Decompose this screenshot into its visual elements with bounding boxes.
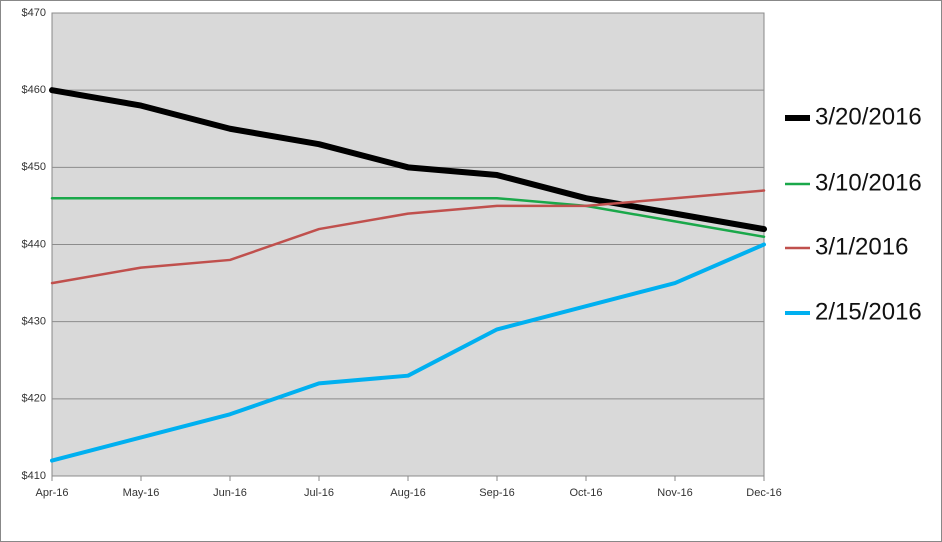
x-tick-label: Aug-16	[390, 487, 425, 499]
y-tick-label: $450	[22, 161, 46, 173]
x-tick-label: May-16	[123, 487, 160, 499]
y-tick-label: $430	[22, 316, 46, 328]
legend-label: 3/1/2016	[815, 233, 908, 260]
x-tick-label: Nov-16	[657, 487, 692, 499]
y-tick-label: $410	[22, 470, 46, 482]
legend-label: 3/20/2016	[815, 103, 922, 130]
legend-label: 2/15/2016	[815, 298, 922, 325]
x-tick-label: Jul-16	[304, 487, 334, 499]
legend-label: 3/10/2016	[815, 169, 922, 196]
x-tick-label: Sep-16	[479, 487, 514, 499]
x-tick-label: Jun-16	[213, 487, 247, 499]
y-tick-label: $460	[22, 84, 46, 96]
x-tick-label: Apr-16	[35, 487, 68, 499]
series-line	[50, 189, 766, 285]
y-tick-label: $440	[22, 238, 46, 250]
series-line	[50, 196, 766, 239]
y-tick-label: $420	[22, 393, 46, 405]
x-tick-label: Dec-16	[746, 487, 781, 499]
series-line	[49, 87, 767, 233]
x-tick-label: Oct-16	[569, 487, 602, 499]
series-line	[50, 242, 766, 463]
y-tick-label: $470	[22, 7, 46, 19]
